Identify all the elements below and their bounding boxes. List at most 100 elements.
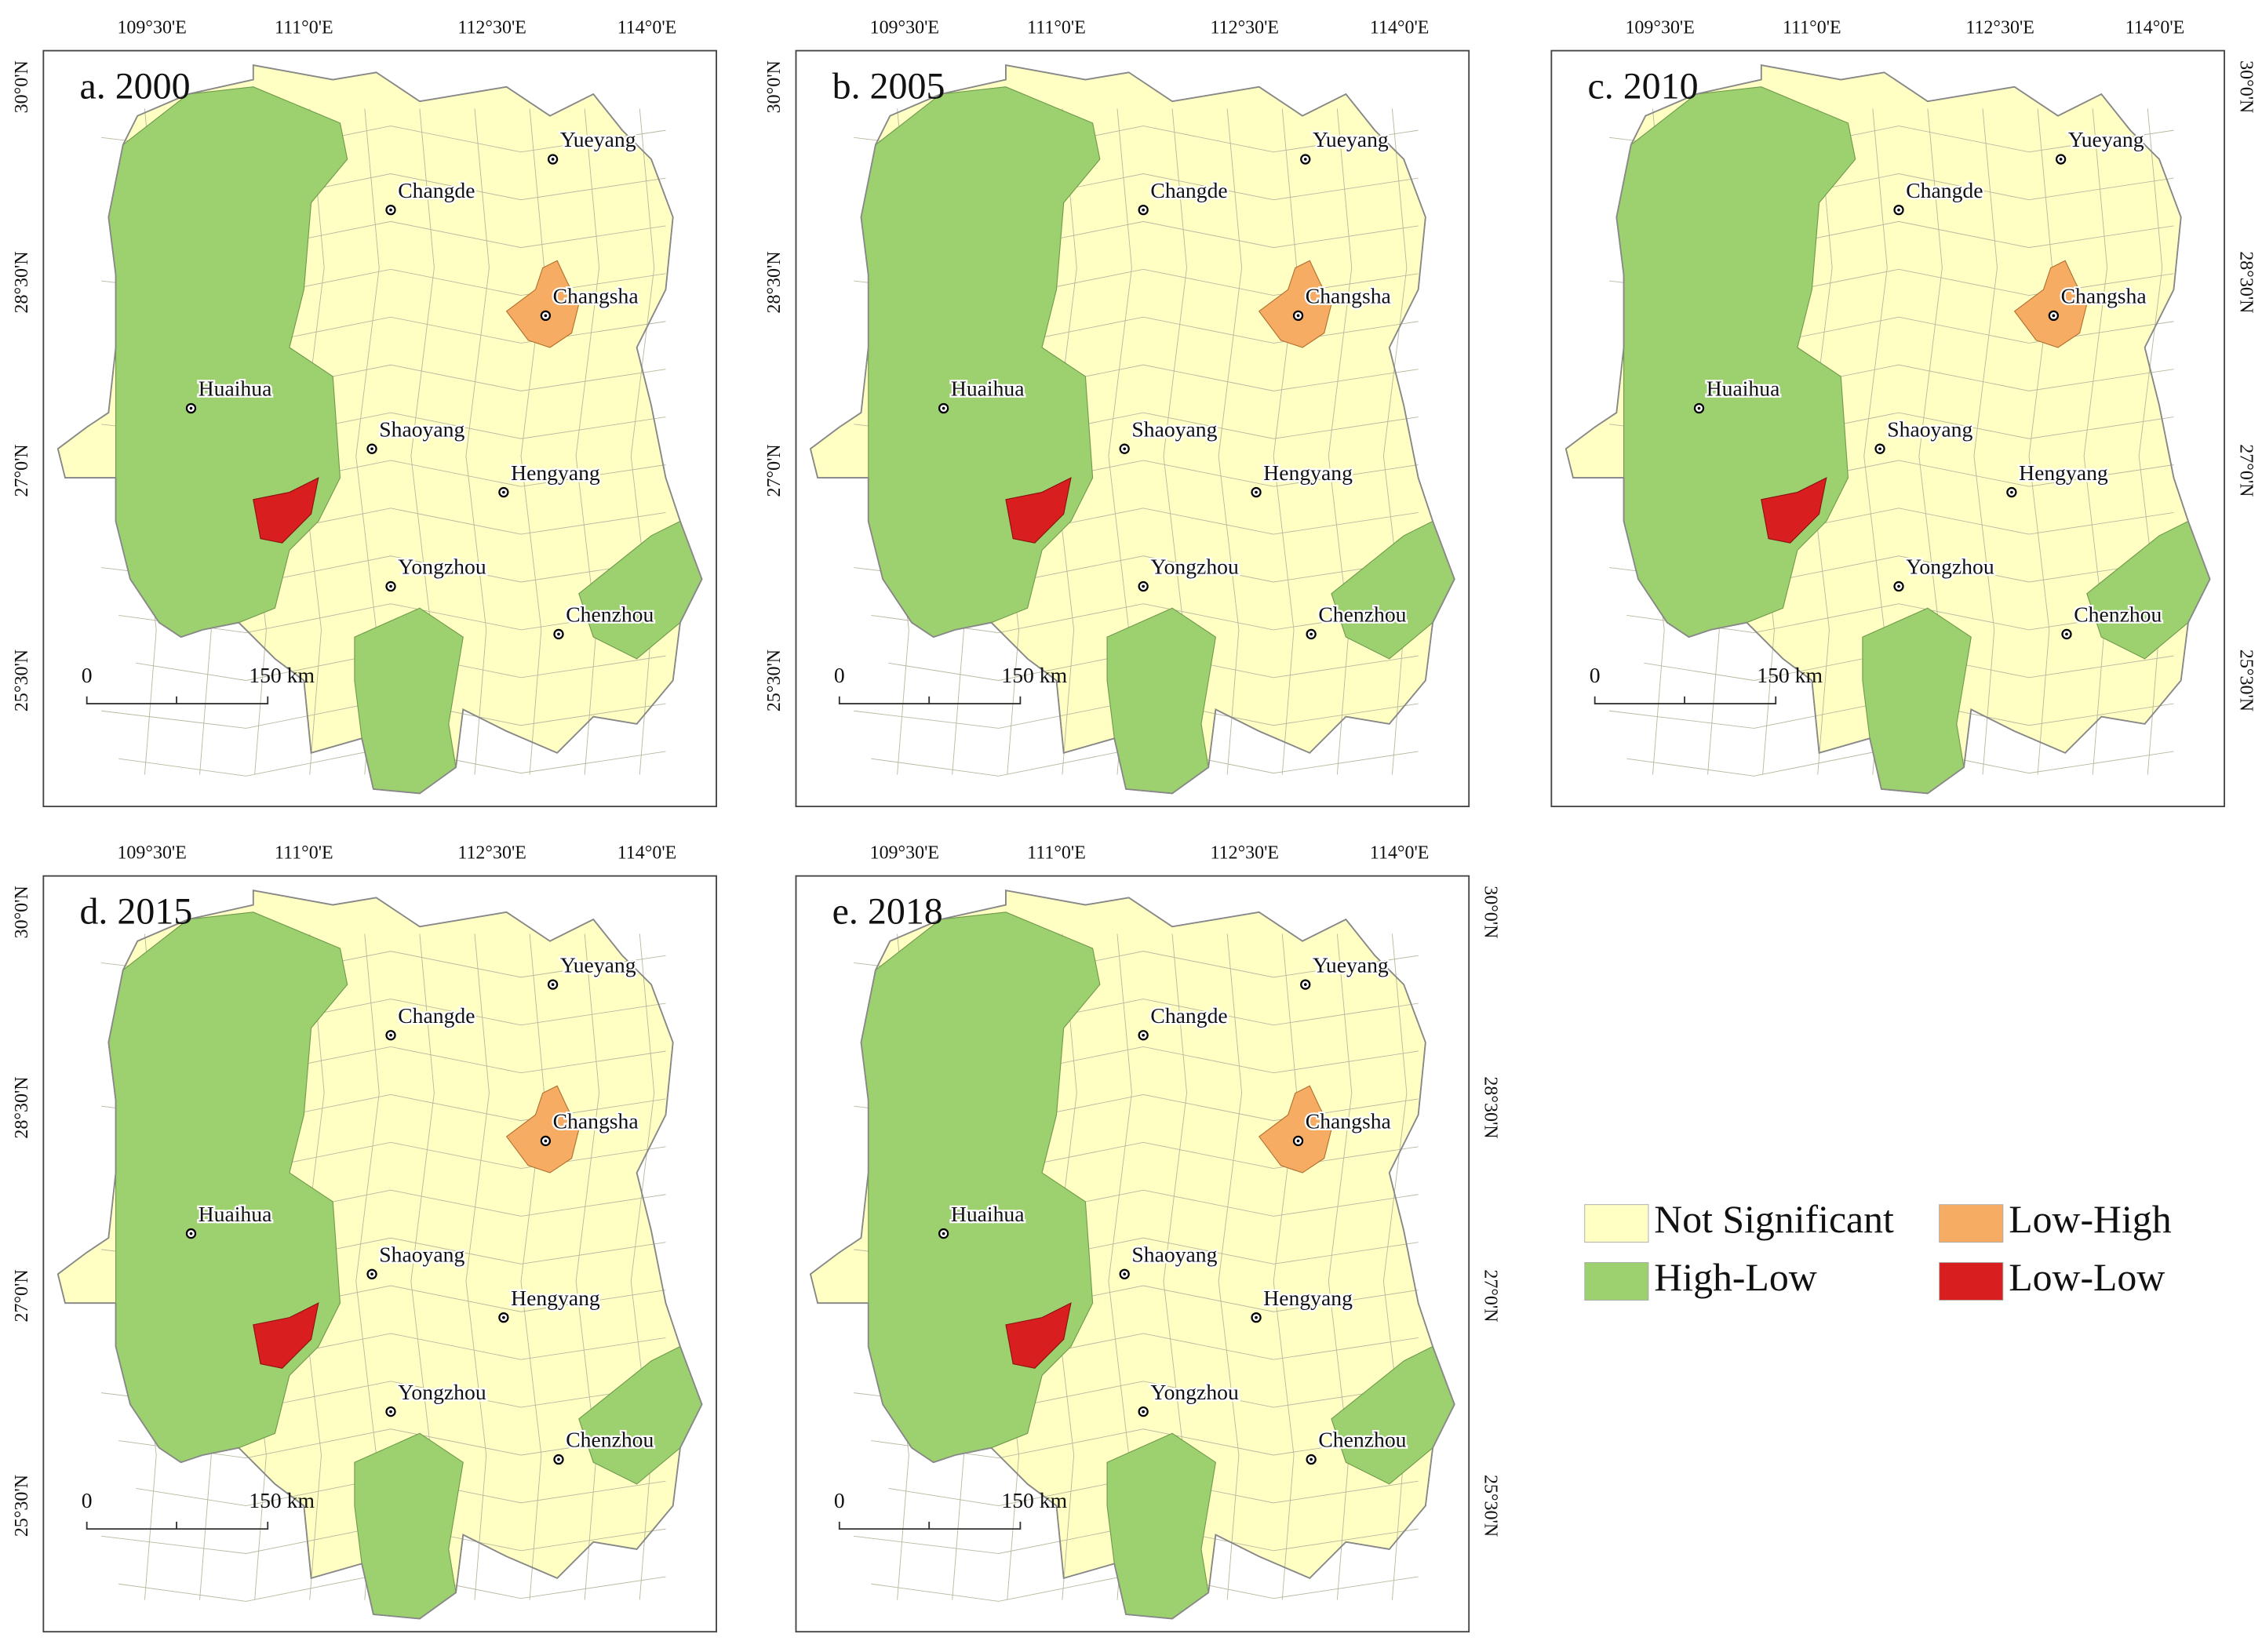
high-low-region [1862,607,1972,795]
city-dot [1142,208,1146,212]
legend-label: Low-High [2009,1198,2171,1241]
city-label: Changsha [1306,1109,1391,1133]
longitude-label: 112°30'E [457,842,526,863]
longitude-label: 112°30'E [457,17,526,38]
scale-bar-label: 150 km [1001,1488,1067,1512]
map-panel: b. 2005 109°30'E 111°0'E 112°30'E 114°0'E 30°… [764,17,1470,808]
longitude-label: 109°30'E [1625,17,1694,38]
province-outline [1564,64,2211,795]
city-label: Changsha [1306,284,1391,308]
longitude-label: 112°30'E [1965,17,2034,38]
city-dot [2059,158,2063,161]
longitude-label: 111°0'E [275,842,333,863]
county-border [520,933,545,1600]
city-label: Huaihua [199,377,272,401]
longitude-label: 109°30'E [870,17,939,38]
city-dot [1123,447,1127,451]
city-label: Shaoyang [1887,417,1972,441]
city-dot [370,447,373,451]
city-label: Yongzhou [1150,555,1239,579]
longitude-label: 109°30'E [117,17,186,38]
city-label: Huaihua [1707,377,1780,401]
city-dot [1296,1139,1300,1143]
city-dot [1142,1410,1146,1414]
city-dot [502,490,505,494]
scale-bar-label: 150 km [1001,663,1067,687]
city-dot [557,1457,560,1461]
city-dot [1142,584,1146,588]
map-panel: a. 2000 109°30'E 111°0'E 112°30'E 114°0'E 30°… [12,17,717,808]
county-border [1973,108,1998,775]
city-dot [1123,1272,1127,1276]
county-border [630,933,655,1600]
latitude-label: 30°0'N [2235,60,2256,113]
county-border [1273,108,1298,775]
scale-bar-label: 150 km [249,1488,315,1512]
county-border [1328,108,1353,775]
latitude-label: 30°0'N [764,60,785,113]
city-label: Changde [398,1003,475,1028]
latitude-label: 28°30'N [2235,251,2256,313]
latitude-label: 25°30'N [1481,1475,1501,1537]
city-label: Chenzhou [2074,602,2162,627]
panel-title: b. 2005 [832,65,945,107]
latitude-label: 25°30'N [12,650,32,711]
city-label: Changsha [553,1109,639,1133]
high-low-region [354,607,464,795]
city-dot [2052,314,2056,318]
low-low-region [253,477,319,544]
latitude-label: 30°0'N [12,60,32,113]
city-label: Chenzhou [1318,602,1406,627]
longitude-label: 112°30'E [1211,17,1280,38]
city-label: Changsha [553,284,639,308]
latitude-label: 27°0'N [1481,1269,1501,1322]
city-label: Shaoyang [1131,417,1217,441]
city-dot [1309,632,1313,636]
city-dot [1897,208,1900,212]
low-high-region [505,260,580,348]
city-label: Huaihua [951,377,1025,401]
low-high-region [1258,260,1332,348]
low-low-region [1005,1302,1072,1369]
city-label: Chenzhou [566,602,654,627]
latitude-label: 25°30'N [2235,650,2256,711]
city-label: Yongzhou [398,1380,486,1404]
city-dot [389,1033,392,1037]
high-low-region [1106,1432,1217,1620]
city-dot [544,1139,548,1143]
county-border [1218,933,1243,1600]
county-border [575,108,600,775]
county-border [1273,933,1298,1600]
low-low-region [253,1302,319,1369]
city-label: Changde [1150,1003,1227,1028]
city-label: Shaoyang [379,417,464,441]
longitude-label: 114°0'E [617,842,677,863]
county-border [1382,933,1408,1600]
latitude-label: 25°30'N [764,650,785,711]
city-dot [557,632,560,636]
latitude-label: 28°30'N [12,251,32,313]
panel-title: c. 2010 [1587,65,1698,107]
city-dot [370,1272,373,1276]
low-high-region [505,1085,580,1174]
city-dot [1255,1315,1258,1319]
city-label: Shaoyang [1131,1242,1217,1266]
city-label: Yueyang [2068,127,2144,151]
longitude-label: 111°0'E [1783,17,1841,38]
city-dot [2065,632,2068,636]
county-border [465,933,490,1600]
city-dot [502,1315,505,1319]
low-high-region [2013,260,2088,348]
latitude-label: 28°30'N [764,251,785,313]
latitude-label: 30°0'N [1481,886,1501,938]
city-dot [389,1410,392,1414]
latitude-label: 27°0'N [12,444,32,497]
city-label: Yueyang [560,952,636,977]
scale-bar-label: 0 [82,663,93,687]
city-dot [1897,584,1900,588]
city-dot [1303,158,1307,161]
city-dot [2010,490,2013,494]
county-border [465,108,490,775]
panel-title: e. 2018 [832,891,943,933]
